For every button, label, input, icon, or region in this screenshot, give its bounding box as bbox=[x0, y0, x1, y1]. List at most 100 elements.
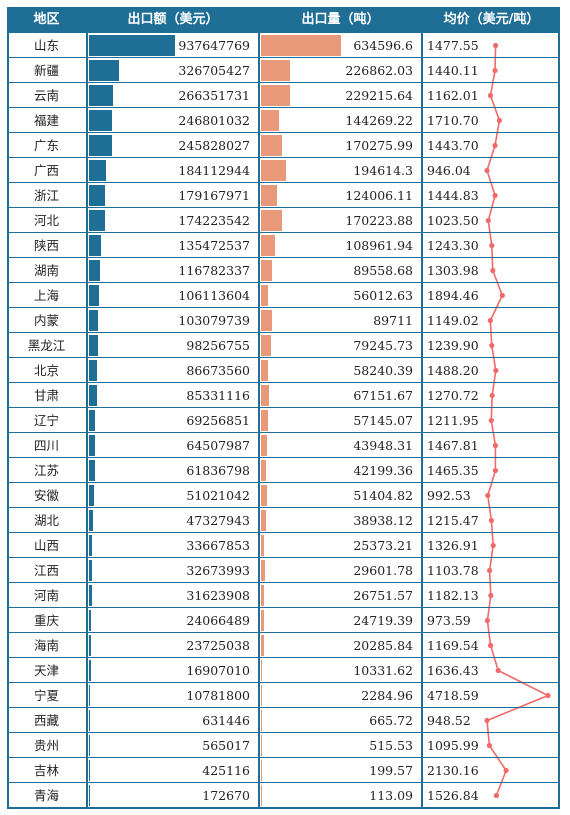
region-cell: 浙江 bbox=[33, 188, 59, 203]
quantity-bar bbox=[261, 60, 290, 81]
avg-price-cell: 992.53 bbox=[423, 483, 560, 508]
amount-value: 179167971 bbox=[178, 188, 250, 203]
amount-cell: 326705427 bbox=[88, 58, 258, 83]
amount-bar bbox=[89, 435, 95, 456]
avg-price-point bbox=[492, 142, 498, 149]
amount-cell: 98256755 bbox=[88, 333, 258, 358]
row-divider bbox=[7, 157, 560, 158]
row-divider bbox=[7, 207, 560, 208]
row-divider bbox=[7, 707, 560, 708]
table-row: 湖南 116782337 89558.68 1303.98 bbox=[7, 258, 560, 283]
table-row: 上海 106113604 56012.63 1894.46 bbox=[7, 283, 560, 308]
amount-value: 135472537 bbox=[178, 238, 250, 253]
avg-price-value: 4718.59 bbox=[427, 688, 479, 703]
amount-value: 86673560 bbox=[186, 363, 250, 378]
row-divider bbox=[7, 807, 560, 809]
table-row: 河北 174223542 170223.88 1023.50 bbox=[7, 208, 560, 233]
quantity-cell: 10331.62 bbox=[260, 658, 421, 683]
row-divider bbox=[7, 507, 560, 508]
avg-price-value: 1270.72 bbox=[427, 388, 479, 403]
amount-cell: 937647769 bbox=[88, 33, 258, 58]
quantity-cell: 665.72 bbox=[260, 708, 421, 733]
quantity-value: 67151.67 bbox=[353, 388, 413, 403]
amount-bar bbox=[89, 410, 96, 431]
amount-cell: 172670 bbox=[88, 783, 258, 808]
amount-cell: 135472537 bbox=[88, 233, 258, 258]
region-cell: 上海 bbox=[33, 288, 59, 303]
amount-cell: 425116 bbox=[88, 758, 258, 783]
quantity-cell: 25373.21 bbox=[260, 533, 421, 558]
avg-price-cell: 1636.43 bbox=[423, 658, 560, 683]
quantity-cell: 20285.84 bbox=[260, 633, 421, 658]
column-divider bbox=[86, 7, 88, 809]
avg-price-cell: 1211.95 bbox=[423, 408, 560, 433]
table-row: 浙江 179167971 124006.11 1444.83 bbox=[7, 183, 560, 208]
column-divider bbox=[421, 7, 423, 809]
amount-cell: 51021042 bbox=[88, 483, 258, 508]
quantity-value: 79245.73 bbox=[353, 338, 413, 353]
avg-price-point bbox=[487, 567, 493, 574]
table-row: 四川 64507987 43948.31 1467.81 bbox=[7, 433, 560, 458]
region-cell: 黑龙江 bbox=[27, 338, 66, 353]
quantity-value: 43948.31 bbox=[353, 438, 413, 453]
avg-price-value: 1239.90 bbox=[427, 338, 479, 353]
avg-price-point bbox=[489, 242, 495, 249]
avg-price-point bbox=[499, 292, 505, 299]
quantity-value: 24719.39 bbox=[353, 613, 413, 628]
avg-price-cell: 1467.81 bbox=[423, 433, 560, 458]
quantity-cell: 2284.96 bbox=[260, 683, 421, 708]
table-row: 海南 23725038 20285.84 1169.54 bbox=[7, 633, 560, 658]
amount-value: 85331116 bbox=[186, 388, 250, 403]
quantity-cell: 199.57 bbox=[260, 758, 421, 783]
region-cell: 西藏 bbox=[33, 713, 59, 728]
table-row: 云南 266351731 229215.64 1162.01 bbox=[7, 83, 560, 108]
avg-price-point bbox=[484, 717, 490, 724]
amount-value: 24066489 bbox=[186, 613, 250, 628]
avg-price-point bbox=[489, 342, 495, 349]
quantity-value: 58240.39 bbox=[353, 363, 413, 378]
quantity-value: 25373.21 bbox=[353, 538, 413, 553]
quantity-bar bbox=[261, 360, 269, 381]
amount-value: 245828027 bbox=[178, 138, 250, 153]
quantity-value: 194614.3 bbox=[353, 163, 413, 178]
avg-price-point bbox=[488, 592, 494, 599]
table-row: 陕西 135472537 108961.94 1243.30 bbox=[7, 233, 560, 258]
amount-value: 565017 bbox=[202, 738, 250, 753]
avg-price-value: 1443.70 bbox=[427, 138, 479, 153]
amount-bar bbox=[89, 610, 92, 631]
amount-cell: 33667853 bbox=[88, 533, 258, 558]
amount-cell: 106113604 bbox=[88, 283, 258, 308]
region-cell: 江苏 bbox=[33, 463, 59, 478]
amount-value: 103079739 bbox=[178, 313, 250, 328]
quantity-cell: 24719.39 bbox=[260, 608, 421, 633]
quantity-cell: 58240.39 bbox=[260, 358, 421, 383]
quantity-bar bbox=[261, 260, 273, 281]
amount-bar bbox=[89, 385, 97, 406]
region-cell: 贵州 bbox=[33, 738, 59, 753]
avg-price-value: 1477.55 bbox=[427, 38, 479, 53]
quantity-bar bbox=[261, 485, 268, 506]
amount-cell: 85331116 bbox=[88, 383, 258, 408]
quantity-value: 29601.78 bbox=[353, 563, 413, 578]
quantity-cell: 194614.3 bbox=[260, 158, 421, 183]
row-divider bbox=[7, 532, 560, 533]
amount-value: 184112944 bbox=[178, 163, 250, 178]
table-row: 山东 937647769 634596.6 1477.55 bbox=[7, 33, 560, 58]
amount-bar bbox=[89, 185, 106, 206]
avg-price-point bbox=[488, 417, 494, 424]
quantity-bar bbox=[261, 510, 266, 531]
avg-price-point bbox=[490, 542, 496, 549]
avg-price-cell: 1023.50 bbox=[423, 208, 560, 233]
quantity-bar bbox=[261, 610, 265, 631]
region-cell: 湖南 bbox=[33, 263, 59, 278]
avg-price-value: 1444.83 bbox=[427, 188, 479, 203]
row-divider bbox=[7, 257, 560, 258]
amount-cell: 69256851 bbox=[88, 408, 258, 433]
avg-price-value: 1636.43 bbox=[427, 663, 479, 678]
region-cell: 内蒙 bbox=[33, 313, 59, 328]
avg-price-cell: 1215.47 bbox=[423, 508, 560, 533]
table-row: 湖北 47327943 38938.12 1215.47 bbox=[7, 508, 560, 533]
amount-bar bbox=[89, 310, 99, 331]
amount-bar bbox=[89, 235, 102, 256]
amount-value: 266351731 bbox=[178, 88, 250, 103]
